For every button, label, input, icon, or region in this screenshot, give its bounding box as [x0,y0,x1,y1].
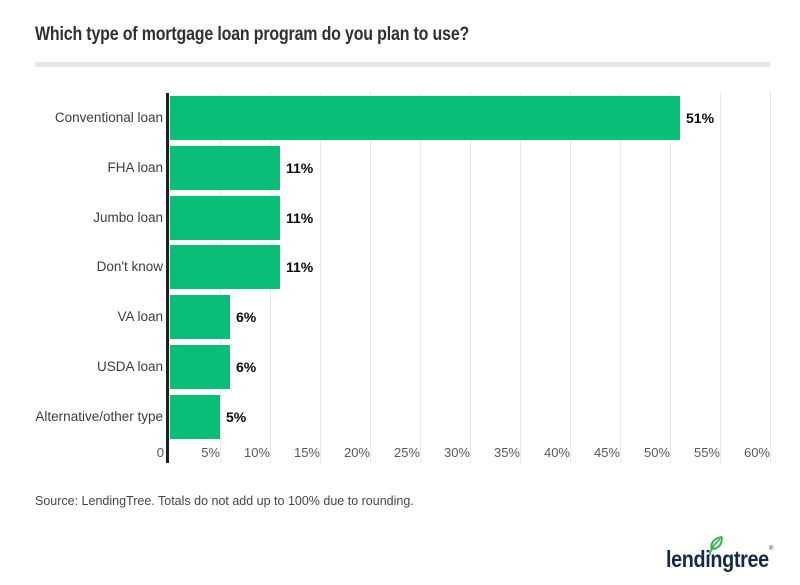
gridline-40pct [570,93,571,463]
gridline-25pct [420,93,421,463]
category-label: Jumbo loan [93,209,163,225]
category-label: FHA loan [107,159,163,175]
x-tick-label: 20% [343,445,370,460]
bar-usda-loan [170,345,230,389]
gridline-35pct [520,93,521,463]
x-tick-label: 30% [443,445,470,460]
x-tick-label: 50% [643,445,670,460]
category-label: VA loan [117,309,163,325]
x-tick-label: 5% [201,445,220,460]
value-label: 11% [286,159,314,176]
bar-fha-loan [170,145,280,190]
gridline-45pct [620,93,621,463]
registered-mark: ® [769,546,774,552]
category-label: Conventional loan [54,110,163,125]
gridline-60pct [770,93,771,463]
gridline-20pct [370,93,371,463]
logo-wordmark: lendingtree [666,546,769,572]
gridline-15pct [320,93,321,463]
title-divider [35,62,770,67]
x-tick-label: 10% [243,445,270,460]
x-tick-label: 15% [293,445,320,460]
category-label: Alternative/other type [35,408,163,424]
gridline-30pct [470,93,471,463]
bar-conventional-loan [170,96,680,140]
value-label: 6% [236,359,257,375]
category-label: Don't know [96,259,163,275]
x-tick-label: 55% [693,445,720,460]
value-label: 5% [226,408,247,425]
x-tick-label: 0 [156,445,164,460]
bar-va-loan [170,295,230,340]
category-label: USDA loan [96,359,163,374]
chart-title: Which type of mortgage loan program do y… [35,24,470,45]
x-tick-label: 40% [543,445,570,460]
value-label: 51% [686,110,715,126]
value-label: 6% [236,309,257,326]
gridline-50pct [670,93,671,463]
source-note: Source: LendingTree. Totals do not add u… [35,494,414,508]
value-label: 11% [286,209,314,226]
lendingtree-logo: lendingtree ® [666,536,786,578]
x-tick-label: 25% [393,445,420,460]
value-label: 11% [286,259,314,276]
x-tick-label: 35% [493,445,520,460]
x-tick-label: 60% [743,445,770,460]
bar-jumbo-loan [170,195,280,240]
bar-don-t-know [170,245,280,290]
leaf-icon [708,536,723,556]
y-axis-line [166,93,169,463]
gridline-55pct [720,93,721,463]
bar-alternative-other-type [170,394,220,439]
bar-chart: Conventional loan 51% FHA loan 11% Jumbo loa… [0,93,800,463]
x-tick-label: 45% [593,445,620,460]
